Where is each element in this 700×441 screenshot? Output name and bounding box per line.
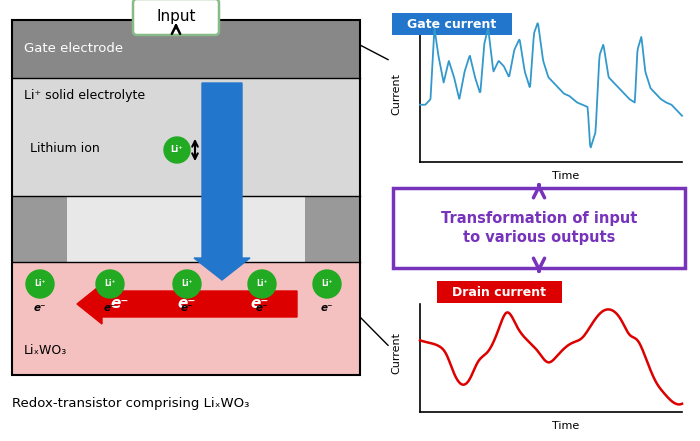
Text: Current: Current — [391, 332, 401, 374]
Circle shape — [248, 270, 276, 298]
Text: Li⁺: Li⁺ — [181, 280, 193, 288]
Circle shape — [96, 270, 124, 298]
FancyBboxPatch shape — [133, 0, 219, 35]
Bar — [437, 281, 562, 303]
Bar — [12, 196, 67, 262]
Bar — [12, 262, 360, 375]
Text: Gate electrode: Gate electrode — [24, 42, 123, 56]
Text: LiₓWO₃: LiₓWO₃ — [24, 344, 67, 356]
Text: Current: Current — [391, 73, 401, 115]
Text: Li⁺: Li⁺ — [171, 146, 183, 154]
Text: e⁻: e⁻ — [251, 296, 270, 311]
Text: e⁻: e⁻ — [111, 296, 130, 311]
FancyArrow shape — [77, 284, 297, 324]
Circle shape — [173, 270, 201, 298]
Text: e⁻: e⁻ — [178, 296, 196, 311]
Text: Gate current: Gate current — [407, 18, 496, 30]
Text: Li⁺: Li⁺ — [104, 280, 116, 288]
Circle shape — [164, 137, 190, 163]
Bar — [12, 196, 360, 262]
Bar — [392, 13, 512, 35]
Text: Li⁺: Li⁺ — [256, 280, 267, 288]
Text: e⁻: e⁻ — [104, 303, 116, 313]
Text: Lithium ion: Lithium ion — [30, 142, 99, 154]
Bar — [12, 78, 360, 196]
Text: e⁻: e⁻ — [256, 303, 268, 313]
Bar — [12, 20, 360, 78]
FancyArrow shape — [194, 83, 250, 280]
Text: Transformation of input
to various outputs: Transformation of input to various outpu… — [441, 211, 637, 245]
Bar — [12, 20, 360, 375]
Text: e⁻: e⁻ — [321, 303, 333, 313]
Text: e⁻: e⁻ — [34, 303, 46, 313]
Text: Li⁺ solid electrolyte: Li⁺ solid electrolyte — [24, 90, 145, 102]
Text: Time: Time — [552, 171, 580, 181]
Text: e⁻: e⁻ — [181, 303, 193, 313]
Bar — [305, 196, 360, 262]
Text: Time: Time — [552, 421, 580, 431]
Text: Drain current: Drain current — [452, 285, 547, 299]
Bar — [393, 188, 685, 268]
Text: Input: Input — [156, 10, 196, 25]
Text: Redox-transistor comprising LiₓWO₃: Redox-transistor comprising LiₓWO₃ — [12, 396, 249, 410]
Text: Li⁺: Li⁺ — [321, 280, 332, 288]
Text: Li⁺: Li⁺ — [34, 280, 46, 288]
Circle shape — [26, 270, 54, 298]
Circle shape — [313, 270, 341, 298]
